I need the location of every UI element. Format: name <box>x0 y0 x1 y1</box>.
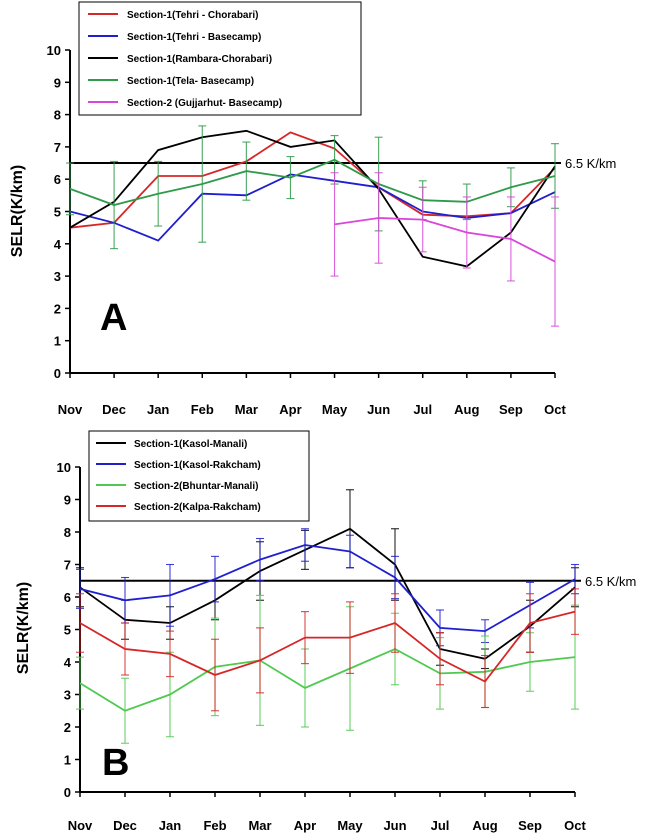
x-tick-label: Apr <box>279 402 301 417</box>
y-tick-label: 1 <box>54 334 61 349</box>
chart-panel-a: 0 1 2 3 4 5 6 7 8 9 10 Nov Dec Jan Feb Mar Apr May Jun Jul A… <box>9 1 616 417</box>
y-tick-label: 5 <box>54 205 61 220</box>
y-tick-label: 9 <box>64 493 71 508</box>
series-line <box>79 527 576 660</box>
y-tick-label: 3 <box>64 688 71 703</box>
y-tick-label: 0 <box>64 785 71 800</box>
x-tick-label: Oct <box>564 818 586 833</box>
x-tick-label: Jul <box>431 818 450 833</box>
series-5 <box>330 172 559 327</box>
y-tick-label: 4 <box>64 655 72 670</box>
y-tick-label: 8 <box>64 525 71 540</box>
legend-label: Section-2(Bhuntar-Manali) <box>134 481 258 492</box>
x-tick-label: Jan <box>147 402 169 417</box>
series-line <box>79 544 576 633</box>
y-tick-label: 5 <box>64 623 71 638</box>
x-tick-label: Feb <box>191 402 214 417</box>
legend-box <box>78 1 362 116</box>
legend-label: Section-2(Kalpa-Rakcham) <box>134 502 261 513</box>
y-tick-label: 6 <box>54 172 61 187</box>
x-tick-label: Nov <box>68 818 93 833</box>
x-tick-label: Mar <box>235 402 258 417</box>
legend-label: Section-1(Rambara-Chorabari) <box>127 54 272 65</box>
reference-line-label: 6.5 K/km <box>565 156 616 171</box>
y-tick-label: 10 <box>47 43 61 58</box>
y-tick-label: 9 <box>54 75 61 90</box>
x-tick-label: Dec <box>102 402 126 417</box>
legend-label: Section-1(Tehri - Basecamp) <box>127 32 261 43</box>
series-line <box>69 173 556 242</box>
x-tick-label: Dec <box>113 818 137 833</box>
series-line <box>334 217 556 263</box>
reference-line-label: 6.5 K/km <box>585 574 636 589</box>
series-line <box>79 648 576 712</box>
y-tick-label: 0 <box>54 366 61 381</box>
x-tick-label: Jun <box>367 402 390 417</box>
y-tick-label: 1 <box>64 753 71 768</box>
y-axis-label: SELR(K/km) <box>15 582 32 674</box>
x-tick-label: Jan <box>159 818 181 833</box>
legend-label: Section-2 (Gujjarhut- Basecamp) <box>127 98 282 109</box>
series-1 <box>69 131 556 229</box>
series-2 <box>76 528 579 647</box>
legend: Section-1(Kasol-Manali) Section-1(Kasol-R… <box>88 430 310 522</box>
y-tick-label: 7 <box>54 140 61 155</box>
x-tick-label: Apr <box>294 818 316 833</box>
chart-panel-b: 0 1 2 3 4 5 6 7 8 9 10 Nov Dec Jan Feb Mar Apr May Jun Jul A… <box>15 430 636 833</box>
panel-label: B <box>102 742 129 784</box>
y-tick-label: 8 <box>54 108 61 123</box>
legend-label: Section-1(Kasol-Rakcham) <box>134 460 261 471</box>
x-tick-label: Aug <box>472 818 497 833</box>
series-line <box>69 129 556 268</box>
legend-label: Section-1(Tela- Basecamp) <box>127 76 254 87</box>
series-2 <box>69 173 556 242</box>
y-tick-label: 2 <box>54 301 61 316</box>
x-tick-label: Jul <box>413 402 432 417</box>
x-tick-label: Nov <box>58 402 83 417</box>
y-axis-label: SELR(K/km) <box>9 165 26 257</box>
panel-label: A <box>100 297 127 339</box>
legend-label: Section-1(Kasol-Manali) <box>134 439 247 450</box>
x-tick-label: Mar <box>248 818 271 833</box>
x-tick-label: Jun <box>383 818 406 833</box>
x-tick-label: Oct <box>544 402 566 417</box>
legend: Section-1(Tehri - Chorabari) Section-1(Te… <box>78 1 362 116</box>
y-tick-label: 7 <box>64 558 71 573</box>
x-tick-label: May <box>322 402 348 417</box>
series-3 <box>76 594 579 744</box>
series-line <box>79 610 576 683</box>
x-tick-label: Sep <box>518 818 542 833</box>
x-tick-label: Aug <box>454 402 479 417</box>
y-tick-label: 10 <box>57 460 71 475</box>
series-line <box>69 131 556 229</box>
legend-label: Section-1(Tehri - Chorabari) <box>127 10 259 21</box>
series-line <box>69 158 556 206</box>
series-4 <box>76 588 579 712</box>
y-tick-label: 4 <box>54 237 62 252</box>
y-tick-label: 3 <box>54 269 61 284</box>
x-tick-label: May <box>337 818 363 833</box>
y-tick-label: 2 <box>64 720 71 735</box>
x-tick-label: Feb <box>203 818 226 833</box>
y-tick-label: 6 <box>64 590 71 605</box>
x-tick-label: Sep <box>499 402 523 417</box>
